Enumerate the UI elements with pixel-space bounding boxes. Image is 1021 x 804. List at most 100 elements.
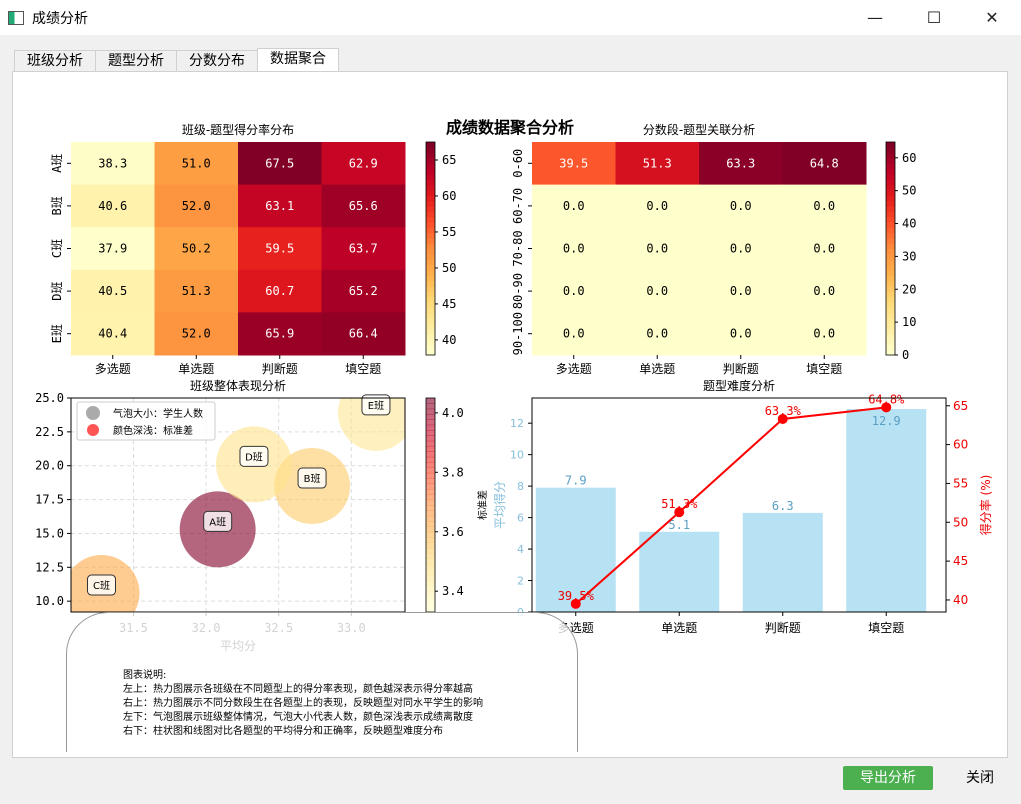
class-heatmap-cell [321,312,406,356]
score-band-heatmap-colorbar-segment [886,269,895,276]
score-band-heatmap-colorbar-segment [886,147,895,154]
tab-question-type-analysis[interactable]: 题型分析 [95,50,177,71]
avg-score-bar-label: 6.3 [772,499,794,513]
class-heatmap-colorbar-segment [426,269,435,276]
score-band-heatmap-cell [699,269,783,313]
tab-score-distribution[interactable]: 分数分布 [176,50,258,71]
bubble-legend [76,401,216,441]
score-band-heatmap-cell [782,184,867,228]
bubble-colorbar-segment [426,472,435,479]
score-band-heatmap-cell [532,142,616,186]
class-heatmap-colorbar-segment [426,221,435,228]
class-heatmap-cell [238,227,322,271]
score-band-heatmap-cell-label: 51.3 [643,156,672,170]
score-band-heatmap-x-tick-label: 多选题 [556,362,592,376]
bubble-colorbar-segment [426,521,435,527]
class-heatmap-cell [71,227,155,271]
minimize-button[interactable]: — [867,8,883,27]
score-band-heatmap-colorbar-segment [886,195,895,202]
title-bar: 成绩分析 — ☐ ✕ [0,0,1021,35]
close-window-button[interactable]: ✕ [985,8,999,27]
score-band-heatmap-colorbar-segment [886,227,895,234]
score-band-heatmap-colorbar-segment [886,264,895,271]
bubble-y-tick-label: 15.0 [35,526,64,540]
class-heatmap-cell [321,184,406,228]
class-heatmap-cell-label: 63.1 [265,199,294,213]
class-heatmap-cell [71,312,155,356]
tab-class-analysis[interactable]: 班级分析 [14,50,96,71]
score-band-heatmap-colorbar-segment [886,221,895,228]
avg-score-bar-label: 12.9 [872,414,901,428]
class-heatmap-colorbar-segment [426,280,435,287]
class-heatmap-cell-label: 51.3 [182,284,211,298]
score-band-heatmap-cell [615,142,700,186]
score-band-heatmap-colorbar-tick-label: 20 [902,282,916,296]
class-heatmap-colorbar-segment [426,317,435,324]
class-heatmap-x-tick-label: 填空题 [345,362,381,376]
score-band-heatmap-colorbar-tick-label: 30 [902,249,916,263]
bubble-colorbar-segment [426,462,435,469]
score-band-heatmap-cell-label: 0.0 [646,284,668,298]
score-band-heatmap-colorbar-segment [886,184,895,191]
class-heatmap-colorbar-segment [426,227,435,234]
bubble-colorbar-segment [426,563,435,570]
class-heatmap-cell [238,184,322,228]
class-heatmap-cell [71,184,155,228]
class-heatmap-cell [321,269,406,313]
class-heatmap-cell-label: 67.5 [265,156,294,170]
class-heatmap-cell [71,269,155,313]
score-band-heatmap-colorbar-frame [885,141,896,356]
class-heatmap-colorbar-frame [425,141,436,356]
score-band-heatmap-cell-label: 0.0 [563,199,585,213]
bubble-y-tick-label: 17.5 [35,493,64,507]
class-heatmap-colorbar-segment [426,168,435,175]
difficulty-title: 题型难度分析 [703,378,775,393]
score-band-heatmap-cell-label: 0.0 [813,242,835,256]
class-heatmap-cell-label: 40.4 [98,327,127,341]
maximize-button[interactable]: ☐ [926,8,942,27]
difficulty-y2-tick-label: 45 [953,554,968,568]
score-band-heatmap-colorbar-segment [886,189,895,196]
score-band-heatmap-colorbar-segment [886,307,895,313]
class-heatmap-cell-label: 50.2 [182,242,211,256]
class-heatmap-colorbar-tick-label: 45 [442,297,456,311]
class-heatmap-colorbar-segment [426,307,435,313]
score-band-heatmap-colorbar-segment [886,275,895,281]
class-heatmap-colorbar-tick-label: 60 [442,189,456,203]
score-band-heatmap-cell [615,227,700,271]
chart-notes-box: 图表说明: 左上：热力图展示各班级在不同题型上的得分率表现，颜色越深表示得分率越… [66,612,578,752]
score-band-heatmap-colorbar-segment [886,317,895,324]
score-band-heatmap-cell-label: 0.0 [563,284,585,298]
class-heatmap-colorbar-segment [426,339,435,345]
score-band-heatmap-colorbar-segment [886,253,895,260]
score-band-heatmap-colorbar-segment [886,152,895,159]
close-button[interactable]: 关闭 [966,770,994,786]
class-heatmap-colorbar-segment [426,264,435,271]
bubble-colorbar-segment [426,398,435,404]
bubble-colorbar-segment [426,419,435,426]
bubble-colorbar-tick-label: 4.0 [442,406,464,420]
score-band-heatmap-colorbar-segment [886,243,895,249]
score-band-heatmap-cell [699,312,783,356]
score-band-heatmap-cell-label: 0.0 [813,327,835,341]
difficulty-axes-frame [531,397,947,613]
bubble-colorbar-segment [426,542,435,549]
class-heatmap-colorbar-segment [426,232,435,239]
tab-data-aggregation[interactable]: 数据聚合 [257,48,339,71]
bubble-colorbar-segment [426,440,435,447]
bubble-colorbar-segment [426,531,435,538]
class-heatmap-colorbar-segment [426,173,435,180]
score-band-heatmap-cell [699,142,783,186]
class-heatmap-colorbar-segment [426,333,435,340]
class-heatmap-cell [154,142,239,186]
score-band-heatmap-colorbar-segment [886,232,895,239]
class-heatmap-colorbar-segment [426,296,435,303]
class-heatmap-colorbar-segment [426,163,435,170]
export-analysis-button[interactable]: 导出分析 [843,766,933,790]
class-heatmap-colorbar-segment [426,349,435,356]
class-heatmap-y-tick-label: A班 [50,154,64,173]
score-band-heatmap-x-tick-label: 填空题 [806,362,842,376]
bubble-colorbar-segment [426,585,435,592]
score-band-heatmap-colorbar-segment [886,163,895,170]
